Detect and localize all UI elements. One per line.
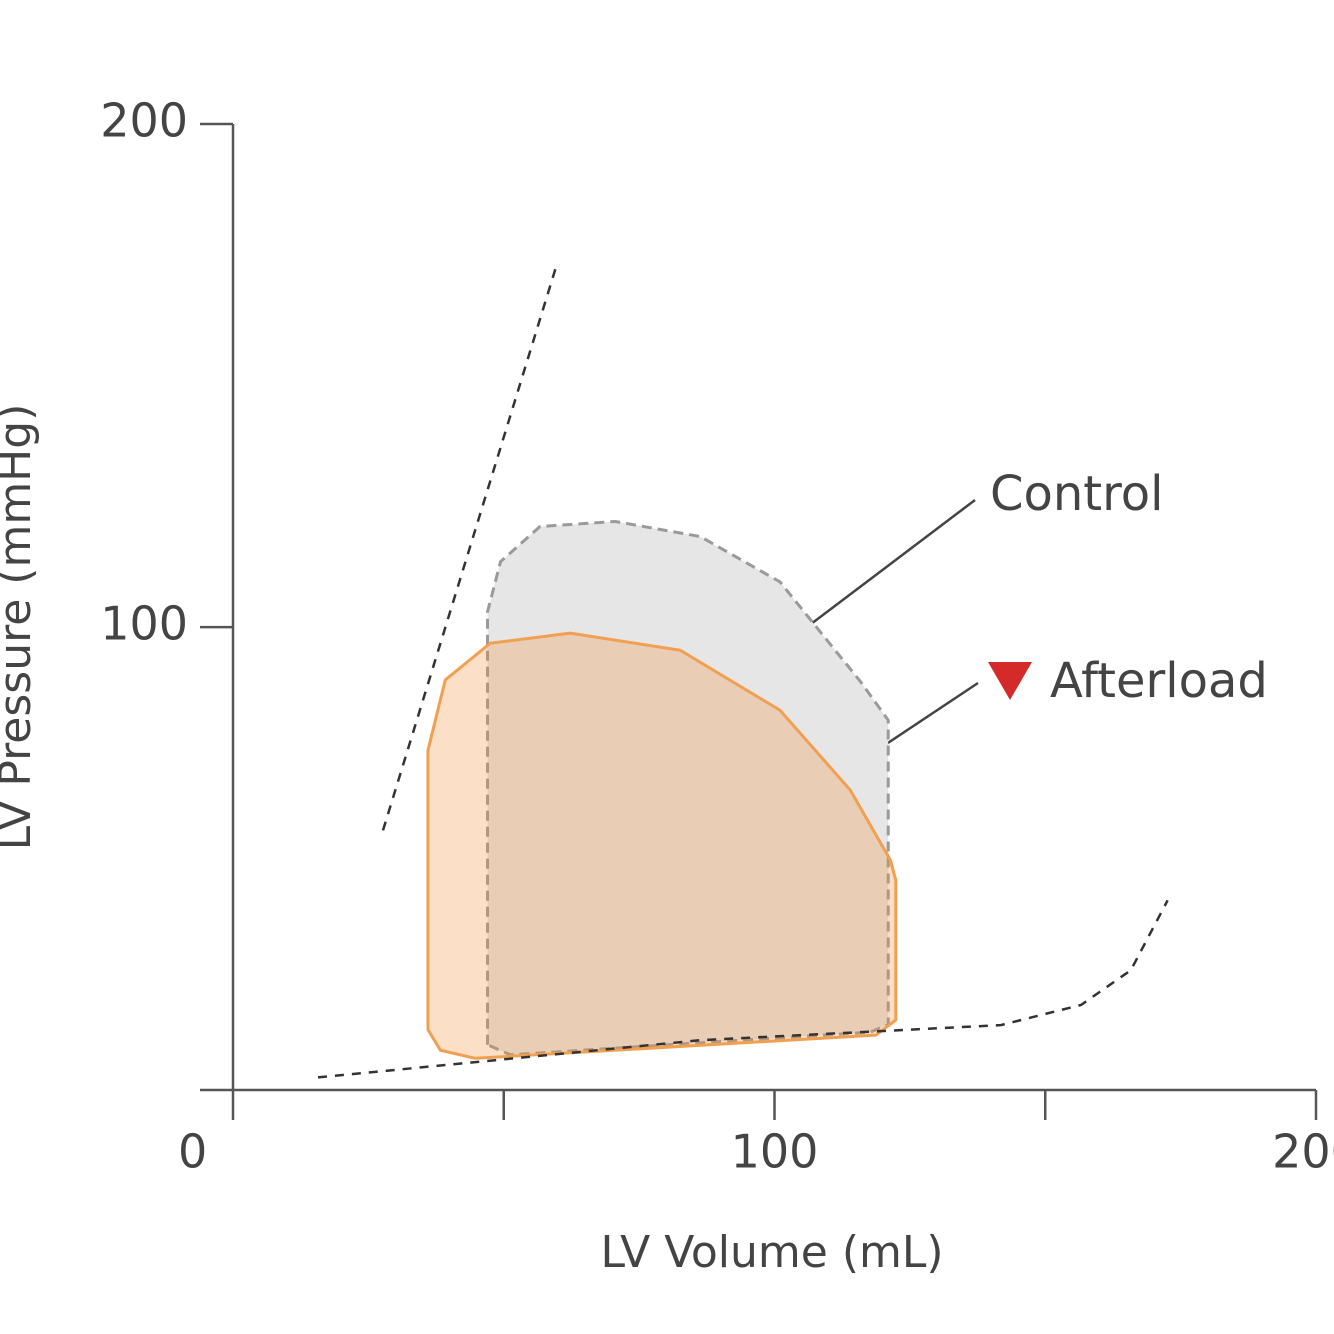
x-tick-label: 0: [178, 1125, 207, 1179]
x-axis-title: LV Volume (mL): [600, 1227, 943, 1278]
pv-loop: [426, 631, 898, 1060]
marker-triangle: [988, 662, 1032, 700]
annotation: Afterload: [1050, 653, 1268, 709]
y-tick-label: 100: [100, 597, 188, 651]
annotation: Control: [990, 466, 1164, 522]
reference-line: [317, 899, 1169, 1079]
x-tick-label: 100: [731, 1125, 819, 1179]
y-tick-label: 200: [100, 94, 188, 148]
y-axis-title: LV Pressure (mmHg): [0, 404, 41, 851]
pv-loop: [486, 519, 890, 1057]
reference-line: [381, 267, 557, 831]
x-tick-label: 200: [1272, 1125, 1334, 1179]
